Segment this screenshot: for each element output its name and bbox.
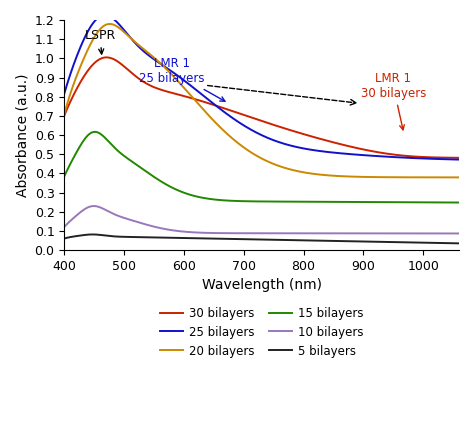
Text: LMR 1
25 bilayers: LMR 1 25 bilayers	[139, 57, 225, 101]
X-axis label: Wavelength (nm): Wavelength (nm)	[201, 278, 322, 292]
Text: LMR 1
30 bilayers: LMR 1 30 bilayers	[361, 71, 426, 130]
Y-axis label: Absorbance (a.u.): Absorbance (a.u.)	[15, 73, 29, 197]
Legend: 30 bilayers, 25 bilayers, 20 bilayers, 15 bilayers, 10 bilayers, 5 bilayers: 30 bilayers, 25 bilayers, 20 bilayers, 1…	[155, 302, 368, 362]
Text: LSPR: LSPR	[84, 29, 116, 54]
